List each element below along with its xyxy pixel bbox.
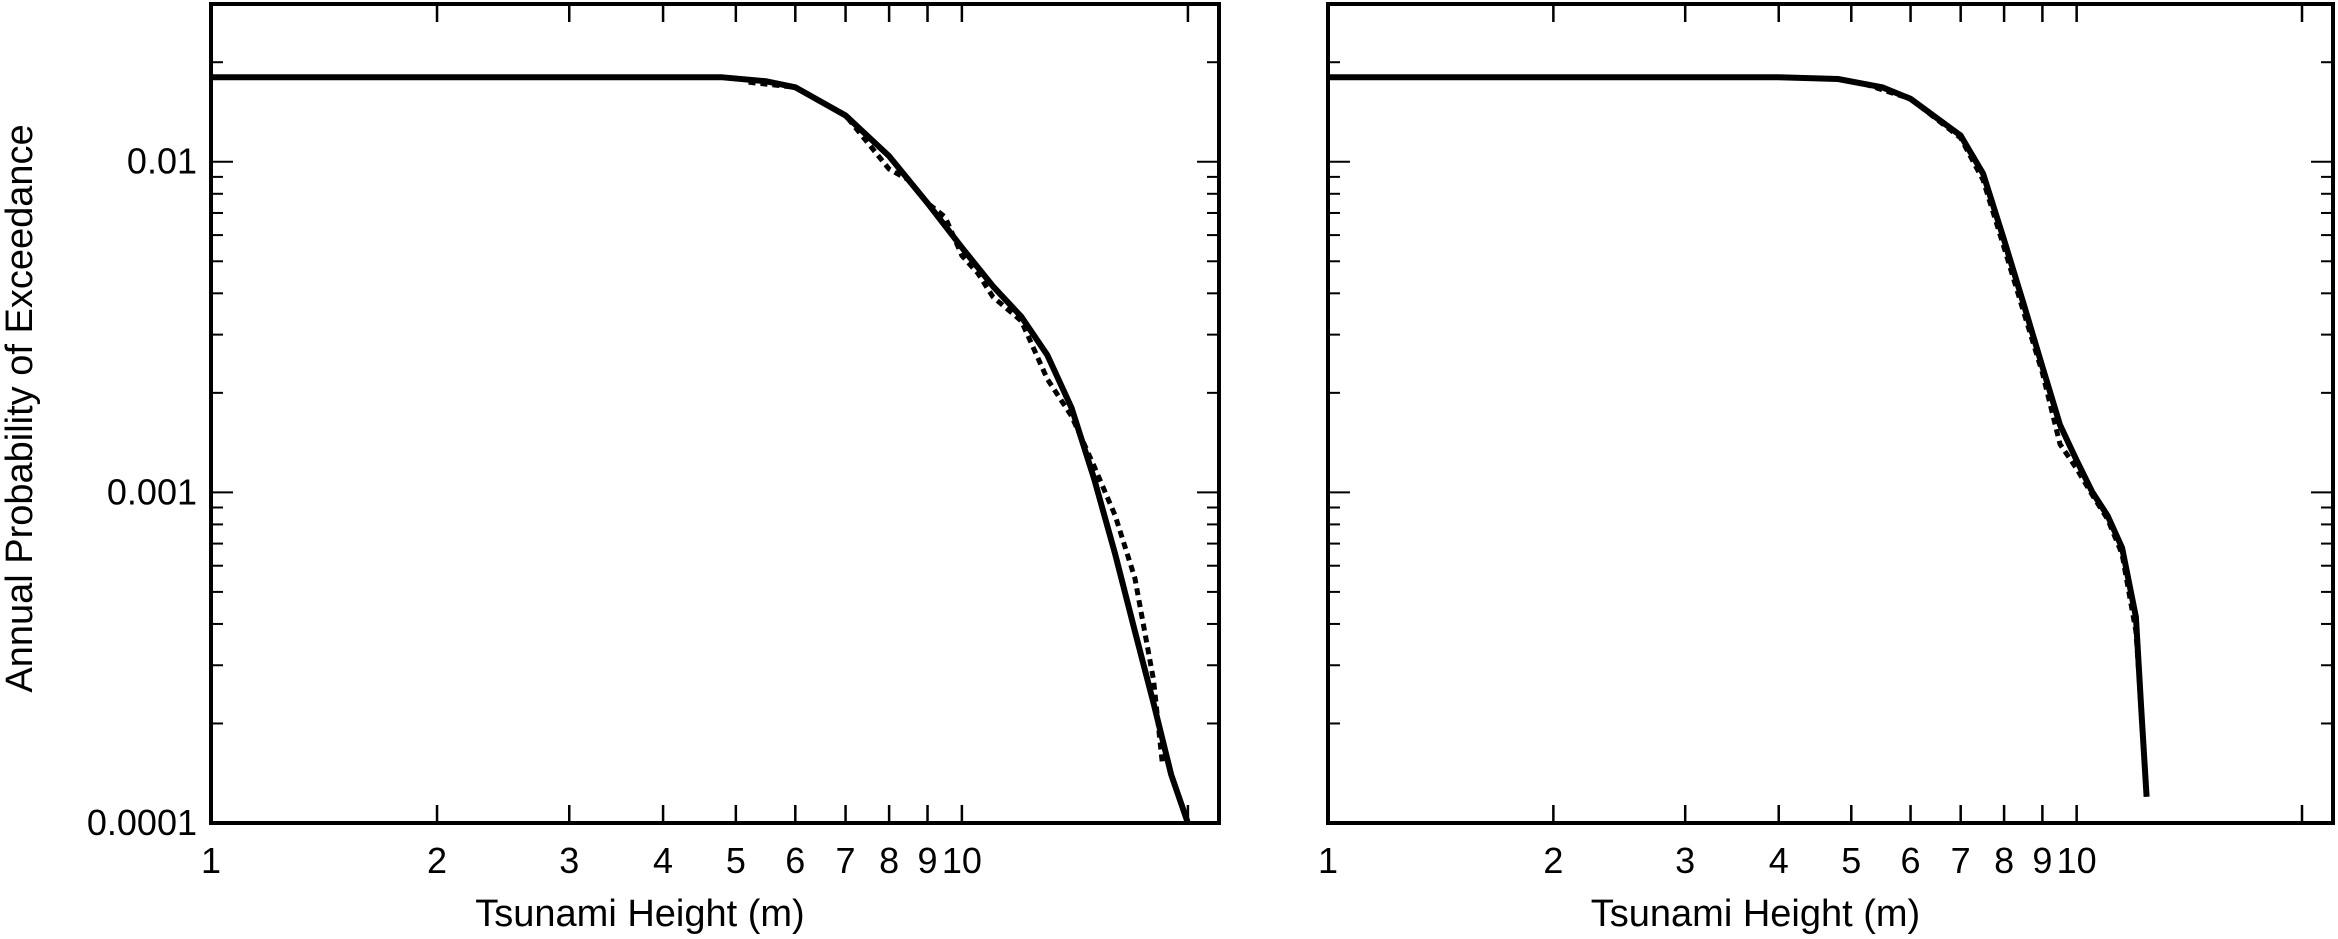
- right-x-axis-label: Tsunami Height (m): [1591, 893, 1920, 935]
- x-tick-label: 2: [427, 840, 447, 881]
- x-tick-label: 4: [1769, 840, 1789, 881]
- x-tick-label: 6: [1901, 840, 1921, 881]
- left-x-axis-label: Tsunami Height (m): [475, 893, 804, 935]
- x-tick-label: 10: [2057, 840, 2097, 881]
- x-tick-label: 3: [1675, 840, 1695, 881]
- x-tick-label: 10: [942, 840, 982, 881]
- simulated-curve-0-1: [748, 79, 1165, 766]
- y-tick-label: 0.0001: [87, 802, 197, 843]
- fitted-curve-1-0: [1328, 74, 2150, 797]
- fitted-curve-0-0: [211, 74, 1191, 824]
- right-plot-marks: [1328, 74, 2150, 797]
- right-plot-ticks: 1 2 3 4 5 6 7 8 9 10: [1318, 3, 2333, 881]
- left-plot-frame: [209, 2, 1221, 825]
- x-tick-label: 9: [918, 840, 938, 881]
- x-tick-label: 2: [1543, 840, 1563, 881]
- x-tick-label: 8: [879, 840, 899, 881]
- left-plot-marks: [211, 74, 1191, 824]
- x-tick-label: 1: [201, 840, 221, 881]
- x-tick-label: 9: [2032, 840, 2052, 881]
- y-tick-label: 0.01: [127, 141, 197, 182]
- x-tick-label: 5: [1841, 840, 1861, 881]
- x-tick-label: 5: [726, 840, 746, 881]
- y-tick-label: 0.001: [107, 471, 197, 512]
- left-y-axis-label: Annual Probability of Exceedance: [0, 124, 41, 692]
- simulated-curve-1-1: [1863, 81, 2144, 710]
- x-tick-label: 4: [653, 840, 673, 881]
- x-tick-label: 6: [785, 840, 805, 881]
- right-plot-frame: [1326, 2, 2335, 825]
- x-tick-label: 7: [836, 840, 856, 881]
- x-tick-label: 1: [1318, 840, 1338, 881]
- left-plot-panel: 1 2 3 4 5 6 7 8 9 10 0.0001 0.001 0.01 Tsunami Heigh…: [0, 2, 1221, 935]
- left-plot-ticks: 1 2 3 4 5 6 7 8 9 10 0.0001 0.001 0.01: [87, 3, 1219, 881]
- right-plot-panel: 1 2 3 4 5 6 7 8 9 10 Tsunami Height (m): [1318, 2, 2335, 935]
- x-tick-label: 8: [1994, 840, 2014, 881]
- x-tick-label: 7: [1951, 840, 1971, 881]
- x-tick-label: 3: [559, 840, 579, 881]
